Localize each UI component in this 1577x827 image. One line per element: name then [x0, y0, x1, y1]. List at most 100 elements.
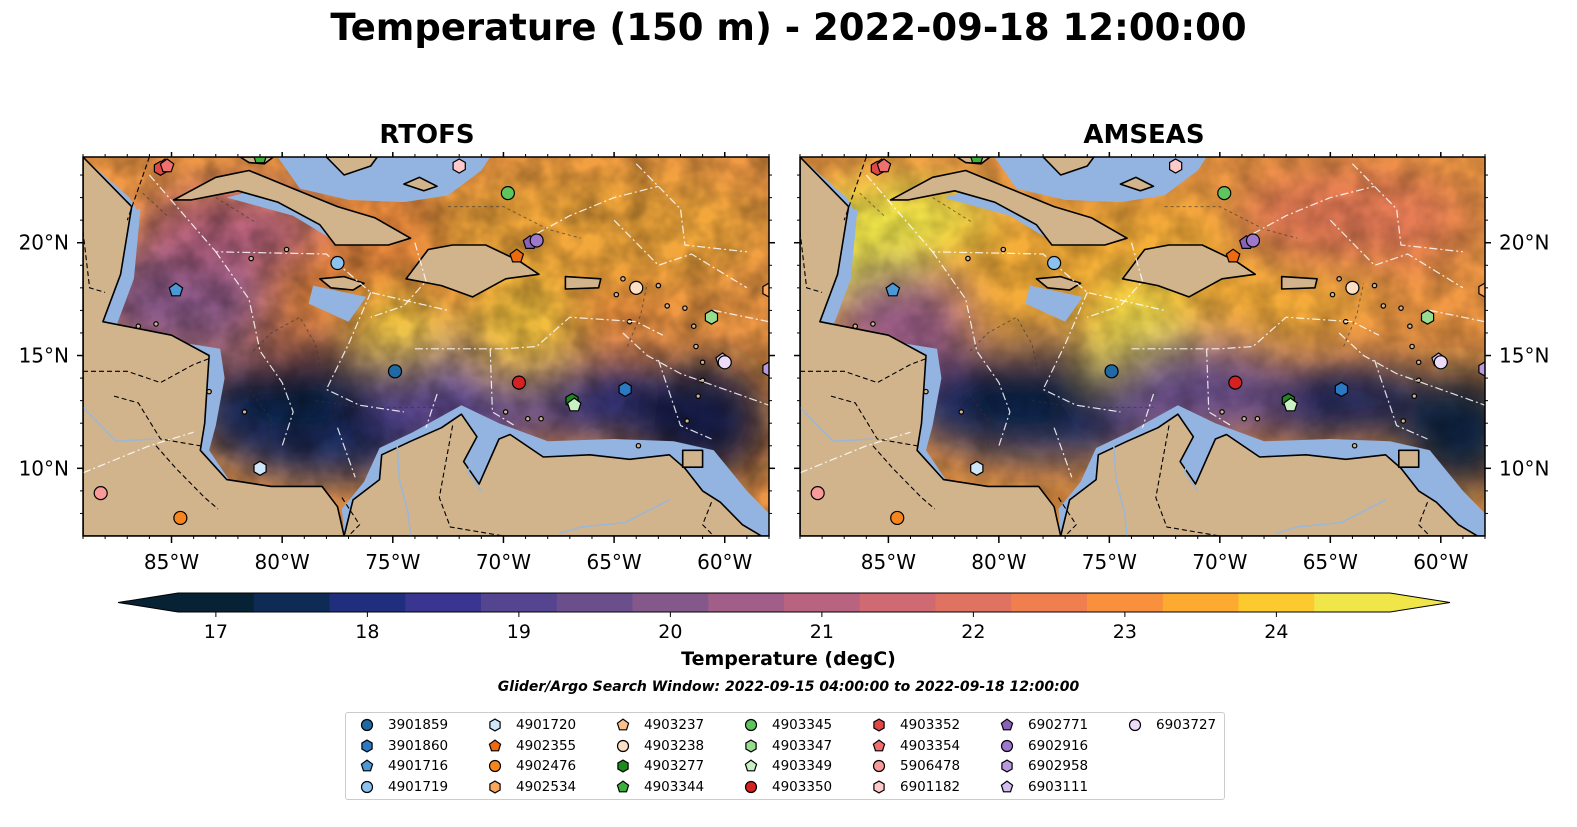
legend-marker-6902916 — [1000, 739, 1014, 752]
legend-marker-5906478 — [872, 759, 886, 773]
float-marker-4903345 — [500, 185, 515, 201]
lat-tick-label: 10°N — [19, 456, 69, 480]
legend-label: 4902355 — [516, 737, 577, 754]
island — [695, 393, 701, 399]
island — [684, 418, 690, 424]
legend-marker-4903350 — [744, 780, 758, 793]
float-marker-4901719 — [1047, 255, 1062, 271]
legend-marker-icon — [489, 779, 501, 794]
legend-marker-6903111 — [1000, 779, 1014, 792]
legend-marker-icon — [617, 759, 629, 773]
eez-boundary — [83, 431, 194, 474]
float-marker-4903238 — [1345, 280, 1360, 295]
eez-boundary — [425, 393, 438, 428]
eez-boundary — [1042, 292, 1121, 413]
island — [153, 321, 159, 327]
legend-label: 4902534 — [516, 778, 577, 795]
country-border — [800, 357, 929, 384]
land-polygon — [83, 157, 345, 536]
legend-marker-6902771 — [1000, 718, 1014, 731]
float-marker-3901859 — [1104, 364, 1119, 379]
shelf-area — [1025, 285, 1083, 322]
legend-item-5906478: 5906478 — [872, 756, 960, 776]
country-border — [341, 497, 361, 536]
land-polygon — [325, 157, 379, 176]
float-marker-4903350 — [1228, 375, 1243, 390]
map-frame — [799, 156, 1486, 537]
float-marker-4903347 — [1420, 309, 1435, 325]
legend-item-4903347: 4903347 — [744, 736, 832, 756]
eez-boundary — [1429, 309, 1485, 323]
legend-marker-icon — [1000, 718, 1014, 731]
legend-marker-3901860 — [361, 738, 373, 753]
legend-label: 3901860 — [388, 737, 449, 754]
legend-label: 6902958 — [1028, 758, 1089, 774]
colorbar-segment — [1314, 593, 1391, 612]
legend-marker-icon — [872, 759, 886, 773]
island — [1407, 323, 1413, 329]
float-marker-6902958 — [762, 361, 769, 377]
colorbar-segment — [1162, 593, 1239, 612]
legend-marker-4901720 — [489, 718, 501, 732]
float-marker-6903727 — [717, 355, 732, 370]
shelf-area — [277, 157, 491, 203]
legend-label: 6902916 — [1028, 737, 1089, 754]
legend-marker-6902958 — [1001, 759, 1013, 773]
lon-tick-label: 85°W — [861, 550, 916, 574]
legend-item-4902476: 4902476 — [488, 756, 576, 776]
colorbar-segment — [253, 593, 330, 612]
shelf-area — [994, 157, 1207, 203]
legend-label: 4903238 — [644, 737, 705, 754]
legend-marker-4903237 — [616, 718, 630, 731]
legend-label: 3901859 — [388, 717, 449, 733]
land-polygon — [403, 176, 438, 192]
lon-tick-label: 60°W — [697, 550, 752, 574]
lon-tick-label: 65°W — [586, 550, 641, 574]
island — [635, 442, 642, 449]
float-marker-4902476 — [890, 510, 905, 526]
float-marker-4903354 — [876, 158, 892, 173]
land-polygon — [564, 275, 602, 290]
legend-label: 4901716 — [388, 758, 449, 774]
legend-item-6902916: 6902916 — [1000, 736, 1088, 756]
float-marker-4903350 — [511, 375, 527, 390]
lon-tick-label: 75°W — [365, 550, 420, 574]
float-marker-6903727 — [1433, 355, 1448, 370]
panel-title-rtofs: RTOFS — [379, 120, 475, 150]
lon-tick-label: 70°W — [1192, 550, 1247, 574]
island — [693, 343, 699, 350]
island — [1254, 415, 1261, 422]
island — [1241, 415, 1247, 422]
bathymetry-contour — [626, 283, 648, 347]
island — [870, 321, 876, 327]
float-marker-4903344 — [970, 157, 984, 164]
float-marker-3901860 — [1334, 381, 1349, 398]
river-line — [1113, 445, 1128, 536]
lon-tick-label: 85°W — [144, 550, 199, 574]
float-marker-6901182 — [1168, 158, 1183, 174]
eez-boundary — [215, 251, 294, 446]
legend-marker-3901859 — [360, 718, 374, 732]
legend-marker-6901182 — [873, 779, 885, 794]
colorbar-extend-max — [1390, 593, 1450, 612]
float-marker-4903345 — [1217, 185, 1232, 201]
island — [664, 303, 671, 309]
legend-marker-4903345 — [744, 718, 758, 732]
legend-item-4903350: 4903350 — [744, 777, 832, 797]
legend-label: 5906478 — [900, 758, 961, 774]
river-line — [800, 406, 873, 443]
legend-label: 6903111 — [1028, 778, 1089, 795]
island — [1371, 282, 1378, 289]
legend-marker-icon — [616, 718, 630, 731]
legend-item-4901720: 4901720 — [488, 715, 576, 735]
float-marker-4903344 — [253, 157, 267, 164]
float-marker-4901716 — [885, 282, 901, 297]
bathymetry-contour — [932, 197, 973, 223]
eez-boundary — [148, 174, 449, 311]
legend-item-4903352: 4903352 — [872, 715, 960, 735]
eez-boundary — [613, 219, 748, 289]
lon-tick-label: 80°W — [255, 550, 310, 574]
legend-label: 6901182 — [900, 778, 961, 795]
legend-marker-4903352 — [873, 718, 885, 732]
island — [1409, 343, 1415, 350]
